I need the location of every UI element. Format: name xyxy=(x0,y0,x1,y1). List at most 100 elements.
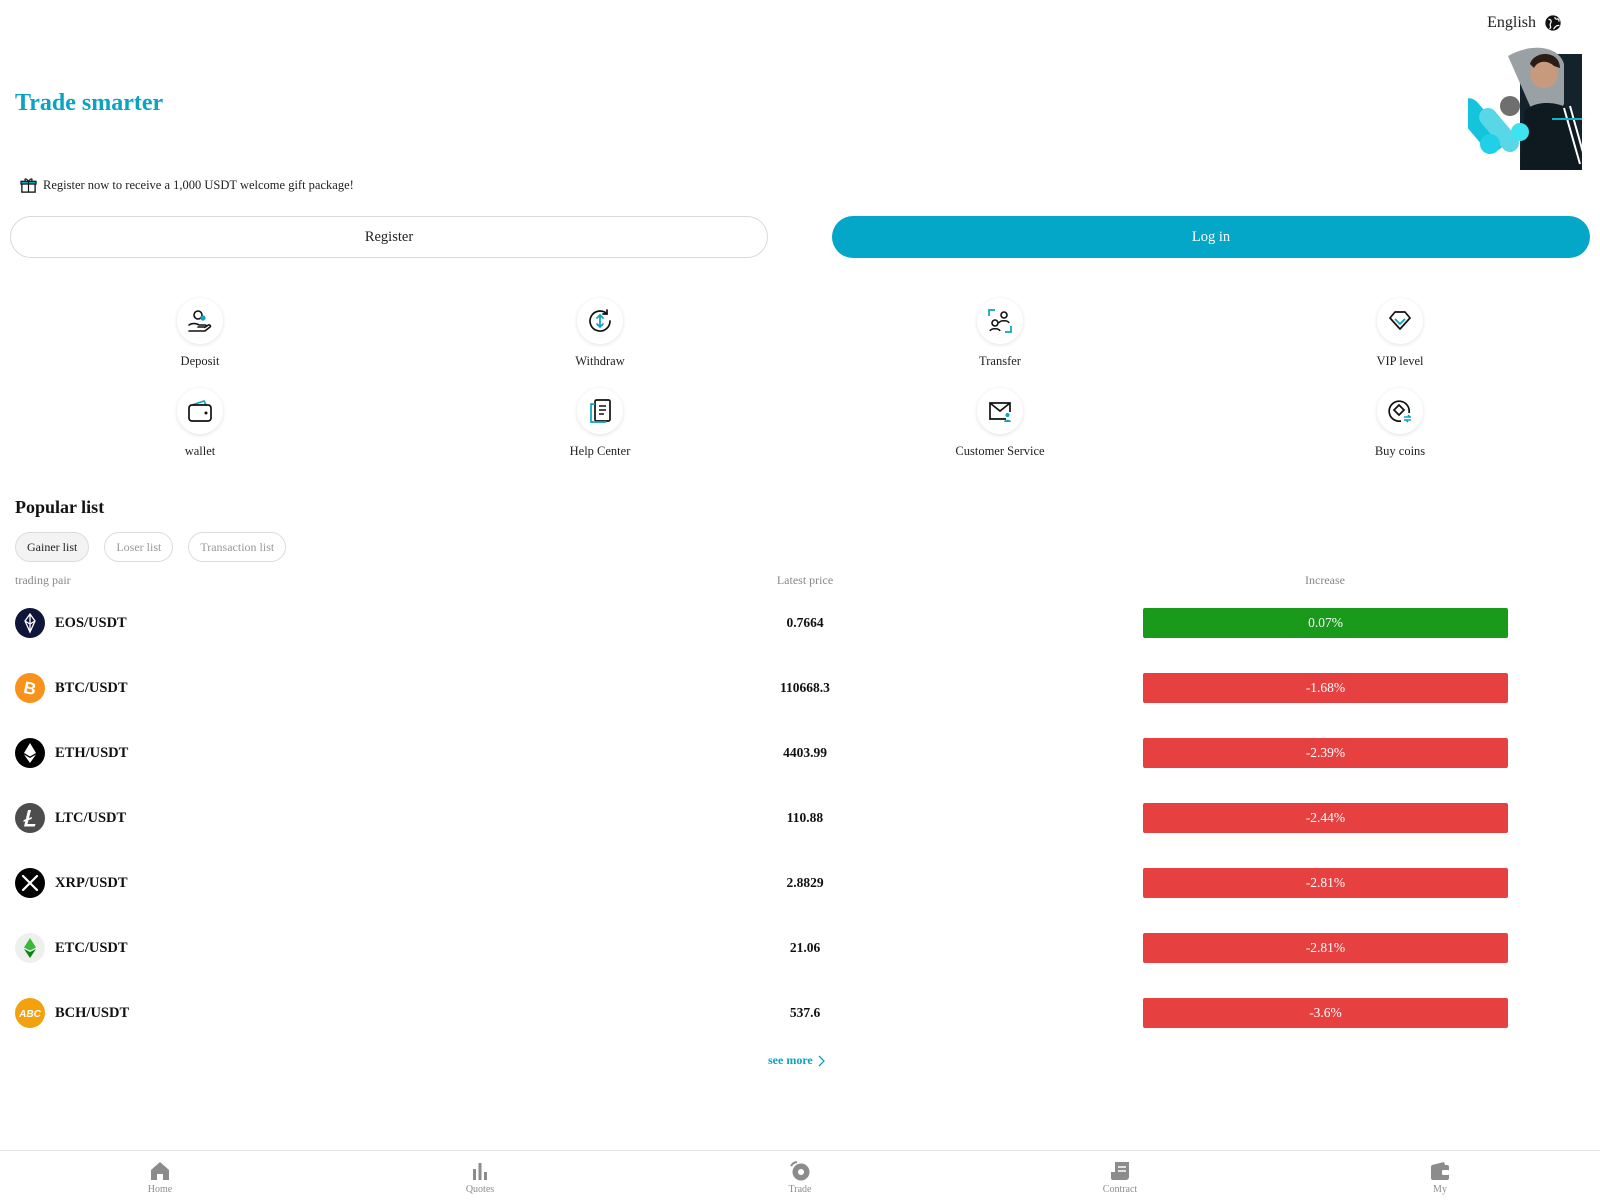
action-wallet[interactable]: wallet xyxy=(0,388,400,478)
change-badge: -3.6% xyxy=(1143,998,1508,1028)
action-customer-service[interactable]: Customer Service xyxy=(800,388,1200,478)
buy-coins-icon xyxy=(1388,400,1411,423)
globe-icon xyxy=(1545,15,1561,31)
change-badge: -2.44% xyxy=(1143,803,1508,833)
promo-banner: Register now to receive a 1,000 USDT wel… xyxy=(20,177,354,194)
language-selector[interactable]: English xyxy=(1487,14,1562,32)
table-row[interactable]: B BTC/USDT 110668.3 -1.68% xyxy=(0,656,1600,721)
pair-name: BTC/USDT xyxy=(55,680,128,696)
svg-text:ABC: ABC xyxy=(18,1009,41,1020)
change-badge: -2.81% xyxy=(1143,868,1508,898)
pair-name: ETC/USDT xyxy=(55,940,128,956)
column-header-change: Increase xyxy=(1305,573,1345,587)
wallet-icon xyxy=(1431,1162,1449,1180)
table-row[interactable]: EOS/USDT 0.7664 0.07% xyxy=(0,591,1600,656)
xrp-icon xyxy=(15,868,45,898)
promo-text: Register now to receive a 1,000 USDT wel… xyxy=(43,178,354,192)
action-label: Help Center xyxy=(569,444,631,458)
pair-name: XRP/USDT xyxy=(55,875,128,891)
trade-icon xyxy=(790,1161,810,1181)
tab-my[interactable]: My xyxy=(1280,1151,1600,1200)
tab-label: Quotes xyxy=(465,1184,495,1195)
latest-price: 21.06 xyxy=(789,940,821,955)
change-badge: 0.07% xyxy=(1143,608,1508,638)
tab-transaction-list[interactable]: Transaction list xyxy=(188,532,287,562)
pair-name: LTC/USDT xyxy=(55,810,127,826)
hero-banner-image xyxy=(1468,47,1584,170)
tab-label: Home xyxy=(147,1184,173,1195)
change-badge: -1.68% xyxy=(1143,673,1508,703)
action-withdraw[interactable]: Withdraw xyxy=(400,298,800,388)
action-label: Customer Service xyxy=(955,444,1045,458)
hero-title: Trade smarter xyxy=(15,90,164,116)
mail-service-icon xyxy=(989,402,1011,422)
login-button[interactable]: Log in xyxy=(832,216,1590,258)
see-more-label: see more xyxy=(768,1053,813,1067)
popular-list-title: Popular list xyxy=(15,497,105,517)
action-vip-level[interactable]: VIP level xyxy=(1200,298,1600,388)
latest-price: 4403.99 xyxy=(783,745,827,760)
tab-label: My xyxy=(1433,1184,1447,1195)
change-badge: -2.81% xyxy=(1143,933,1508,963)
ltc-icon xyxy=(15,803,45,833)
action-label: Withdraw xyxy=(575,354,625,368)
contract-icon xyxy=(1111,1162,1129,1180)
wallet-icon xyxy=(188,399,212,422)
withdraw-icon xyxy=(589,309,611,332)
bottom-tab-bar: Home Quotes Trade Contract My xyxy=(0,1150,1600,1200)
pair-name: ETH/USDT xyxy=(55,745,129,761)
chevron-right-icon xyxy=(818,1055,825,1066)
tab-quotes[interactable]: Quotes xyxy=(320,1151,640,1200)
home-icon xyxy=(151,1162,169,1180)
svg-text:B: B xyxy=(22,678,38,699)
diamond-icon xyxy=(1389,311,1411,330)
btc-icon: B xyxy=(15,673,45,703)
column-header-pair: trading pair xyxy=(15,573,71,587)
table-row[interactable]: LTC/USDT 110.88 -2.44% xyxy=(0,786,1600,851)
help-book-icon xyxy=(590,399,611,423)
action-buy-coins[interactable]: Buy coins xyxy=(1200,388,1600,478)
latest-price: 110668.3 xyxy=(780,680,830,695)
latest-price: 0.7664 xyxy=(786,615,824,630)
action-label: VIP level xyxy=(1376,354,1424,368)
gift-icon xyxy=(20,178,37,193)
register-button[interactable]: Register xyxy=(10,216,768,258)
action-label: Buy coins xyxy=(1374,444,1426,458)
action-help-center[interactable]: Help Center xyxy=(400,388,800,478)
bch-icon: ABC xyxy=(15,998,45,1028)
tab-gainer-list[interactable]: Gainer list xyxy=(15,532,90,562)
action-label: Transfer xyxy=(979,354,1021,368)
popular-list-table: EOS/USDT 0.7664 0.07% B BTC/USDT 110668.… xyxy=(0,591,1600,1046)
column-header-price: Latest price xyxy=(776,573,834,587)
latest-price: 537.6 xyxy=(789,1005,821,1020)
action-label: wallet xyxy=(184,444,216,458)
language-label: English xyxy=(1487,14,1536,31)
tab-home[interactable]: Home xyxy=(0,1151,320,1200)
tab-label: Trade xyxy=(788,1184,812,1195)
action-deposit[interactable]: Deposit xyxy=(0,298,400,388)
action-label: Deposit xyxy=(180,354,220,368)
pair-name: EOS/USDT xyxy=(55,615,127,631)
eth-icon xyxy=(15,738,45,768)
table-row[interactable]: ABC BCH/USDT 537.6 -3.6% xyxy=(0,981,1600,1046)
table-row[interactable]: ETH/USDT 4403.99 -2.39% xyxy=(0,721,1600,786)
tab-trade[interactable]: Trade xyxy=(640,1151,960,1200)
eos-icon xyxy=(15,608,45,638)
table-row[interactable]: XRP/USDT 2.8829 -2.81% xyxy=(0,851,1600,916)
quick-actions-grid: Deposit Withdraw Transfer xyxy=(0,298,1600,478)
bar-chart-icon xyxy=(473,1163,487,1180)
popular-list-tabs: Gainer list Loser list Transaction list xyxy=(15,532,287,562)
etc-icon xyxy=(15,933,45,963)
latest-price: 110.88 xyxy=(786,810,824,825)
deposit-icon xyxy=(188,310,212,332)
tab-contract[interactable]: Contract xyxy=(960,1151,1280,1200)
see-more-link[interactable]: see more xyxy=(768,1053,825,1068)
tab-label: Contract xyxy=(1102,1184,1138,1195)
latest-price: 2.8829 xyxy=(786,875,824,890)
action-transfer[interactable]: Transfer xyxy=(800,298,1200,388)
transfer-icon xyxy=(988,309,1012,333)
table-row[interactable]: ETC/USDT 21.06 -2.81% xyxy=(0,916,1600,981)
tab-loser-list[interactable]: Loser list xyxy=(104,532,174,562)
pair-name: BCH/USDT xyxy=(55,1005,130,1021)
change-badge: -2.39% xyxy=(1143,738,1508,768)
